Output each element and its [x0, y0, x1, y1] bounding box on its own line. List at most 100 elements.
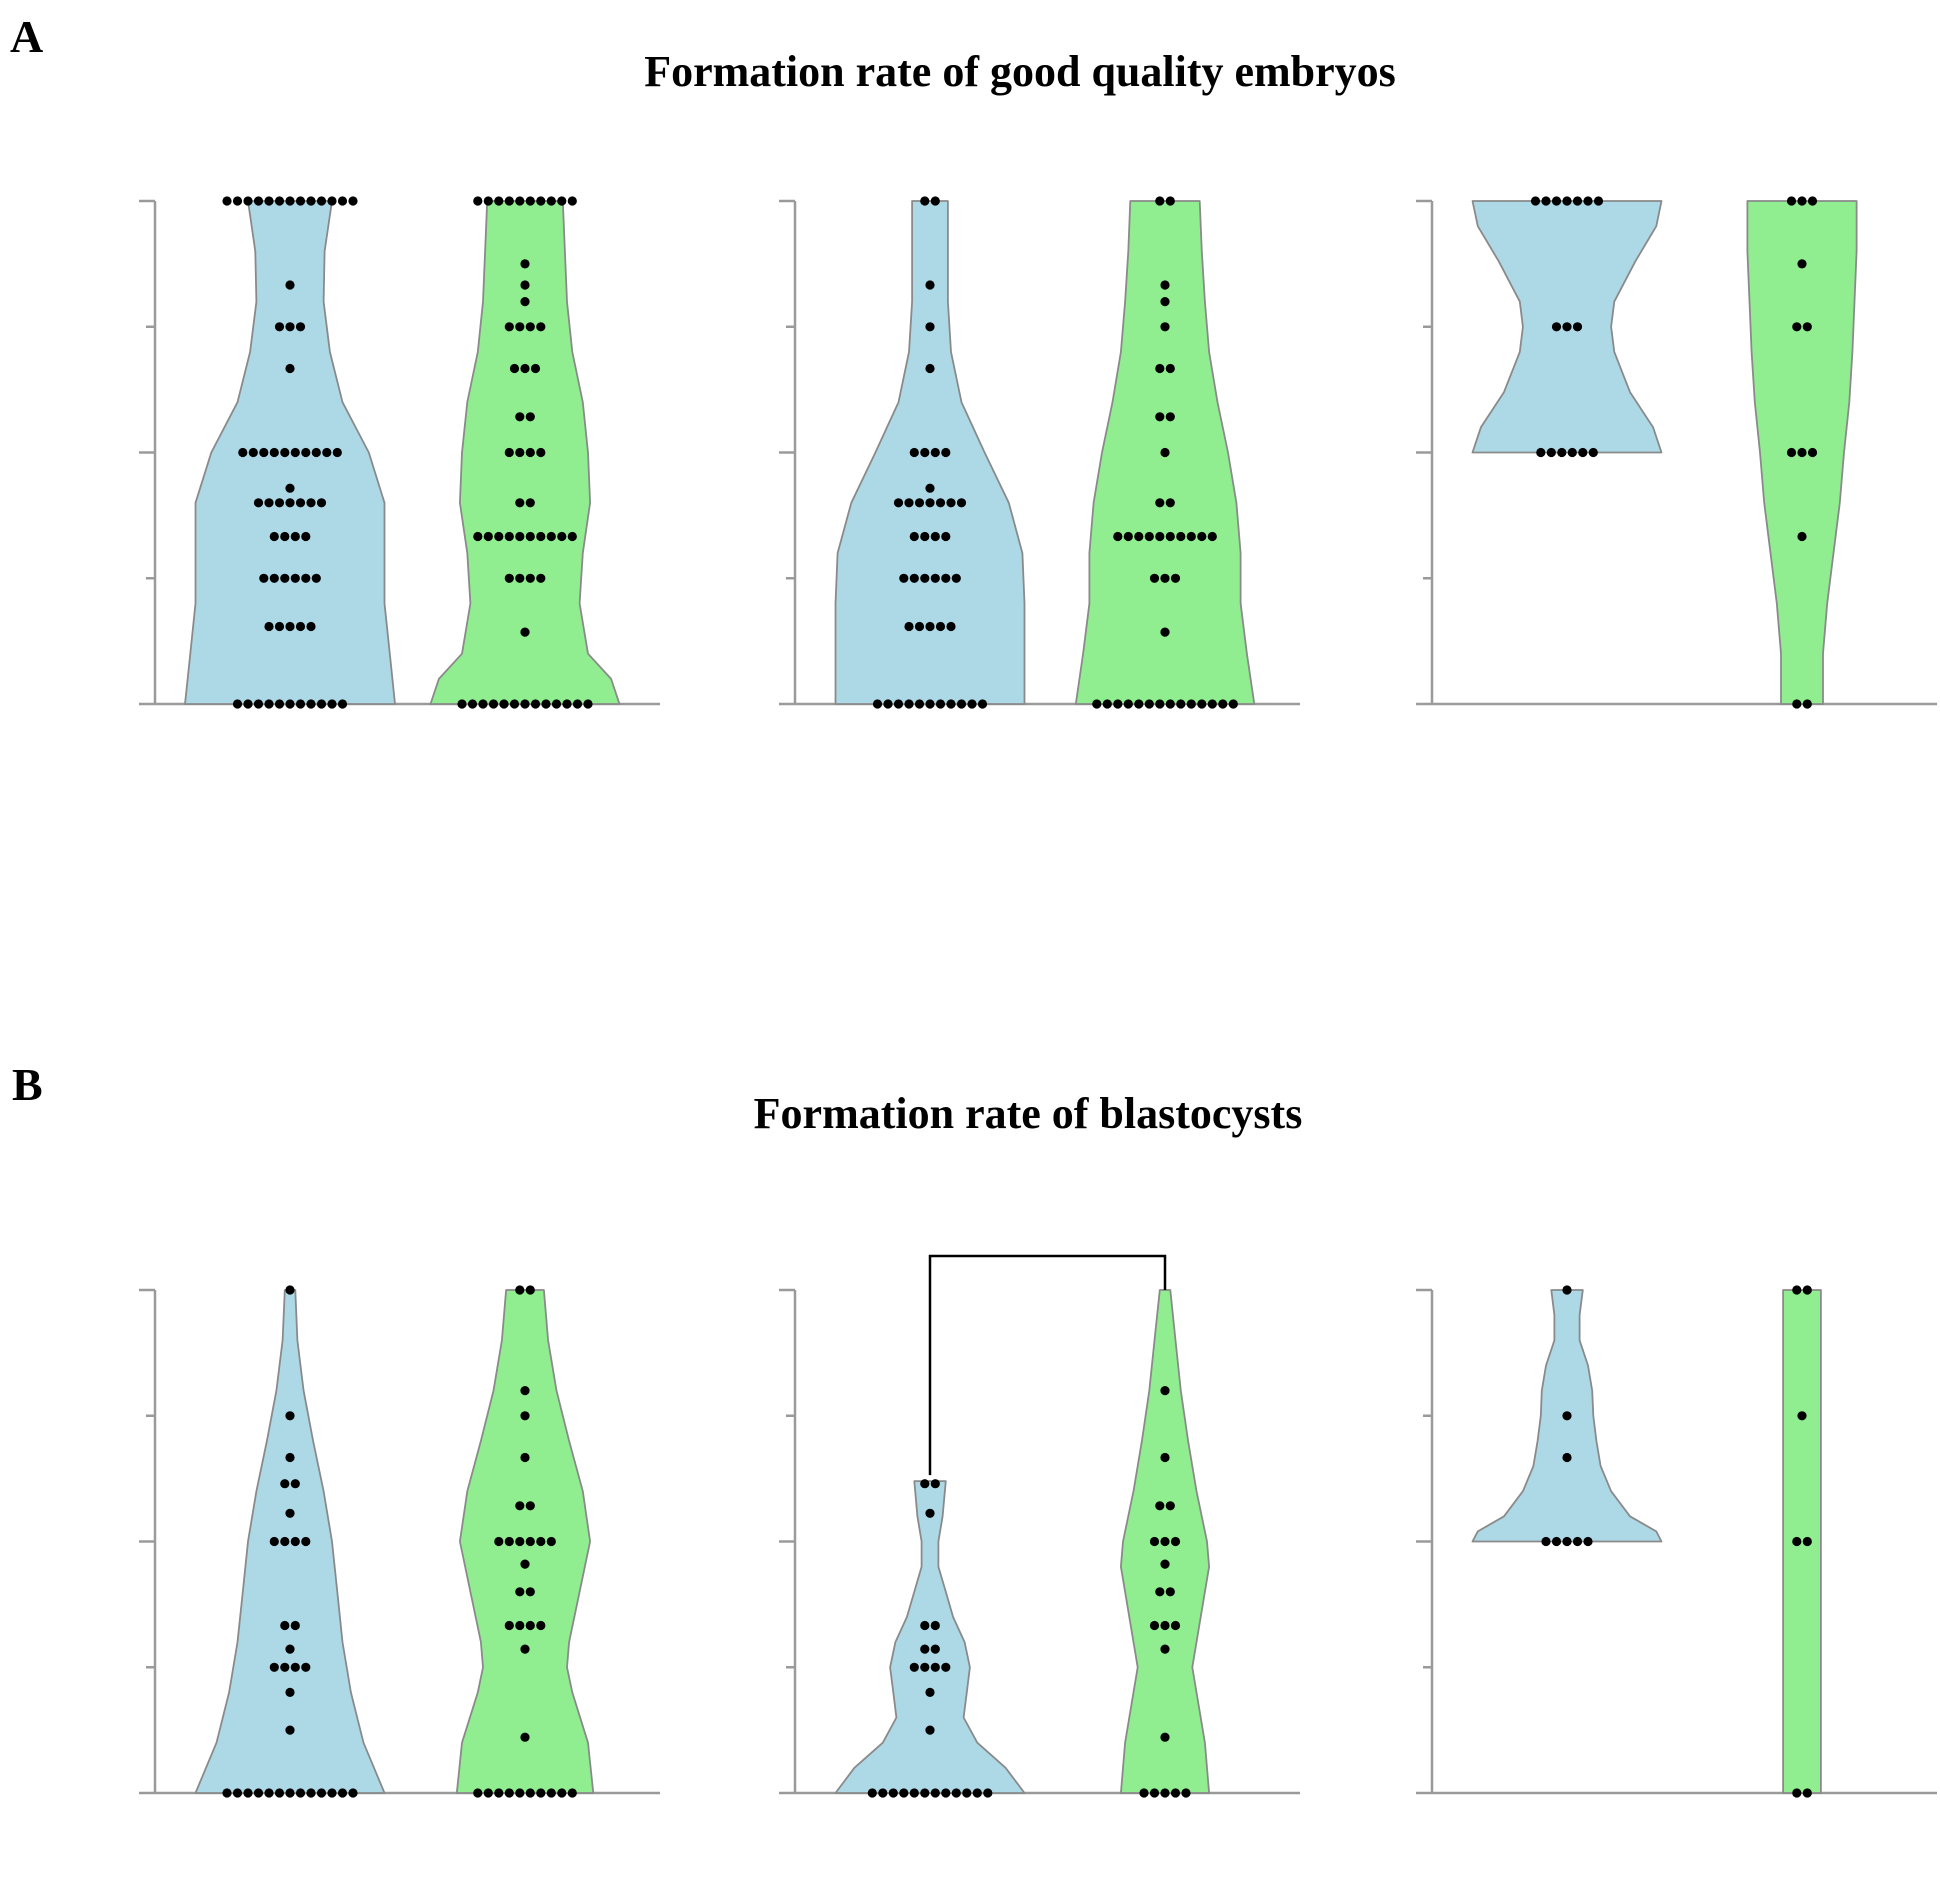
- data-point: [515, 447, 525, 458]
- data-point: [285, 1644, 295, 1654]
- data-point: [977, 699, 988, 709]
- data-point: [935, 699, 946, 709]
- data-point: [909, 531, 919, 542]
- data-point: [1155, 1587, 1165, 1597]
- data-point: [1186, 531, 1196, 542]
- data-point: [914, 498, 925, 508]
- data-point: [285, 1687, 295, 1697]
- data-point: [925, 1508, 935, 1518]
- data-point: [301, 1662, 311, 1672]
- data-point: [316, 498, 327, 508]
- data-point: [557, 1788, 567, 1798]
- data-point: [536, 531, 546, 542]
- data-point: [1160, 627, 1170, 637]
- data-point: [520, 1411, 530, 1421]
- data-point: [290, 1536, 300, 1547]
- data-point: [515, 1536, 525, 1547]
- data-point: [541, 699, 551, 709]
- data-point: [301, 447, 311, 458]
- data-point: [494, 1788, 504, 1798]
- data-point: [290, 573, 300, 583]
- data-point: [301, 1536, 311, 1547]
- data-point: [243, 196, 253, 206]
- data-point: [1165, 412, 1175, 422]
- data-point: [1165, 1501, 1175, 1511]
- data-point: [1197, 531, 1207, 542]
- data-point: [332, 447, 342, 458]
- data-point: [259, 573, 269, 583]
- data-point: [525, 322, 535, 332]
- data-point: [504, 1788, 514, 1798]
- data-point: [935, 621, 946, 632]
- data-point: [1134, 699, 1144, 709]
- violin-body: [834, 200, 1026, 705]
- data-point: [525, 1536, 535, 1547]
- data-point: [530, 699, 541, 709]
- data-point: [1551, 322, 1562, 332]
- data-point: [525, 1587, 535, 1597]
- data-point: [238, 447, 248, 458]
- data-point: [583, 699, 593, 709]
- data-point: [483, 531, 493, 542]
- data-point: [967, 699, 977, 709]
- data-point: [1807, 447, 1818, 458]
- data-point: [1562, 322, 1572, 332]
- significance-bracket: [928, 1254, 1167, 1476]
- data-point: [1578, 447, 1588, 458]
- data-point: [494, 1536, 504, 1547]
- data-point: [904, 498, 914, 508]
- data-point: [1160, 322, 1170, 332]
- data-point: [520, 363, 530, 374]
- data-point: [1228, 699, 1238, 709]
- data-point: [899, 573, 909, 583]
- violin-body: [834, 1480, 1026, 1794]
- data-point: [956, 498, 967, 508]
- panel-label-a: A: [10, 11, 43, 62]
- data-point: [1149, 1788, 1160, 1798]
- data-point: [1170, 1536, 1181, 1547]
- data-point: [1802, 322, 1812, 332]
- data-point: [327, 196, 337, 206]
- data-point: [264, 699, 274, 709]
- data-point: [504, 322, 514, 332]
- data-point: [1562, 196, 1572, 206]
- data-point: [925, 363, 935, 374]
- data-point: [269, 531, 279, 542]
- data-point: [295, 322, 306, 332]
- data-point: [525, 498, 535, 508]
- data-point: [1588, 447, 1598, 458]
- data-point: [1102, 699, 1112, 709]
- data-point: [1155, 1501, 1165, 1511]
- panel-label-b: B: [12, 1059, 43, 1110]
- data-point: [1139, 1788, 1149, 1798]
- data-point: [1160, 447, 1170, 458]
- data-point: [941, 1662, 951, 1672]
- data-point: [311, 447, 321, 458]
- data-point: [504, 1620, 514, 1631]
- data-point: [1562, 1536, 1572, 1547]
- data-point: [520, 1559, 530, 1569]
- data-point: [1160, 1386, 1170, 1396]
- data-point: [322, 447, 332, 458]
- data-point: [1170, 1620, 1181, 1631]
- data-point: [930, 531, 940, 542]
- data-point: [525, 1501, 535, 1511]
- data-point: [1155, 699, 1165, 709]
- data-point: [504, 573, 514, 583]
- data-point: [557, 196, 567, 206]
- data-point: [572, 699, 583, 709]
- data-point: [1583, 1536, 1593, 1547]
- data-point: [337, 196, 348, 206]
- data-point: [941, 1788, 951, 1798]
- violin-body: [455, 1289, 595, 1794]
- data-point: [1551, 196, 1562, 206]
- data-point: [962, 1788, 972, 1798]
- data-point: [311, 573, 321, 583]
- data-point: [1792, 1285, 1802, 1295]
- data-point: [285, 1788, 295, 1798]
- data-point: [1155, 363, 1165, 374]
- data-point: [285, 483, 295, 493]
- data-point: [567, 531, 577, 542]
- data-point: [972, 1788, 982, 1798]
